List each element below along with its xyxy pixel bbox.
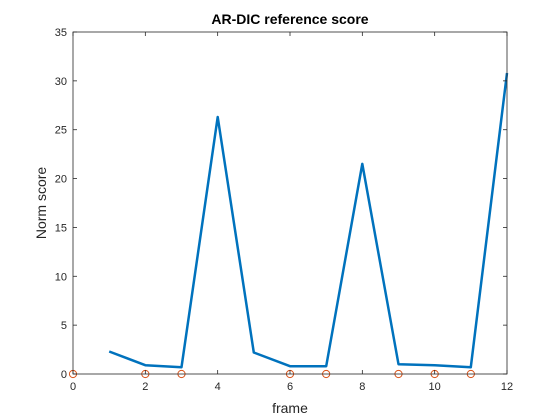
y-tick-label: 35 xyxy=(55,27,67,39)
y-tick-label: 5 xyxy=(61,320,67,332)
plot-background xyxy=(73,32,507,374)
y-tick-label: 0 xyxy=(61,369,67,381)
y-tick-label: 15 xyxy=(55,222,67,234)
x-tick-label: 12 xyxy=(501,381,513,393)
x-tick-label: 6 xyxy=(287,381,293,393)
x-tick-label: 0 xyxy=(70,381,76,393)
y-tick-label: 30 xyxy=(55,76,67,88)
x-tick-label: 8 xyxy=(359,381,365,393)
x-tick-label: 2 xyxy=(142,381,148,393)
y-tick-label: 25 xyxy=(55,125,67,137)
series-layer xyxy=(108,72,509,369)
series-line xyxy=(108,72,509,369)
ticks: 0 2 4 6 8 10 12 0 5 10 15 20 25 30 35 xyxy=(55,27,513,393)
y-tick-label: 10 xyxy=(55,271,67,283)
y-axis-label: Norm score xyxy=(33,167,49,240)
chart-title: AR-DIC reference score xyxy=(211,11,368,27)
y-tick-label: 20 xyxy=(55,174,67,186)
x-tick-label: 10 xyxy=(429,381,441,393)
x-tick-label: 4 xyxy=(215,381,221,393)
x-axis-label: frame xyxy=(272,400,308,416)
